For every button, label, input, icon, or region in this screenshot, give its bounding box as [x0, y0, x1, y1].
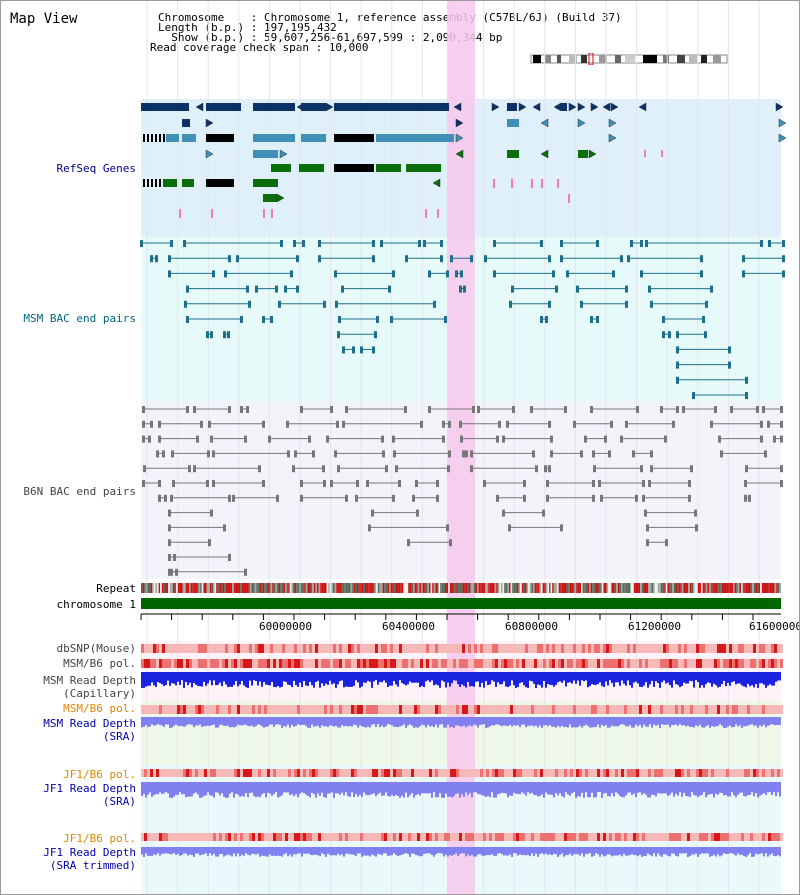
track-label-jf1-b6-pol-2: JF1/B6 pol. [63, 832, 136, 845]
track-label-msm-depth-sra-sub: (SRA) [102, 730, 136, 743]
track-label-jf1-b6-pol-1: JF1/B6 pol. [63, 768, 136, 781]
ruler-tick-label: 61600000 [749, 620, 800, 633]
ruler-tick-label: 61200000 [628, 620, 681, 633]
track-label-jf1-depth-sra-sub: (SRA) [102, 795, 136, 808]
track-label-b6n-bac: B6N BAC end pairs [23, 485, 136, 498]
track-label-jf1-depth-sra: JF1 Read Depth [43, 782, 136, 795]
refseq-gene-track [141, 102, 787, 218]
ruler-tick-label: 60400000 [382, 620, 435, 633]
polymorphism-tracks [141, 644, 783, 841]
track-label-msm-b6-pol-1: MSM/B6 pol. [63, 657, 136, 670]
track-label-refseq-genes: RefSeq Genes [56, 162, 136, 175]
repeat-track [141, 583, 781, 593]
msm-bac-track [140, 240, 785, 399]
track-label-msm-b6-pol-2: MSM/B6 pol. [63, 702, 136, 715]
track-label-repeat: Repeat [96, 582, 136, 595]
coverage-span-info: Read coverage check span : 10,000 [150, 41, 369, 54]
track-label-msm-depth-capillary-sub: (Capillary) [63, 687, 136, 700]
ruler-tick-label: 60000000 [259, 620, 312, 633]
chromosome-ideogram[interactable] [529, 53, 731, 65]
ruler-tick-label: 60800000 [505, 620, 558, 633]
read-depth-tracks [141, 672, 781, 857]
track-label-msm-depth-sra: MSM Read Depth [43, 717, 136, 730]
track-label-msm-depth-capillary: MSM Read Depth [43, 674, 136, 687]
b6n-bac-track [142, 406, 783, 576]
chromosome-bar [141, 598, 781, 609]
track-label-jf1-depth-trimmed-sub: (SRA trimmed) [49, 859, 136, 872]
track-label-chromosome: chromosome 1 [56, 598, 136, 611]
track-label-dbsnp: dbSNP(Mouse) [56, 642, 136, 655]
track-label-msm-bac: MSM BAC end pairs [23, 312, 136, 325]
track-label-jf1-depth-trimmed: JF1 Read Depth [43, 846, 136, 859]
position-ruler [140, 613, 781, 620]
map-title: Map View [10, 11, 78, 27]
